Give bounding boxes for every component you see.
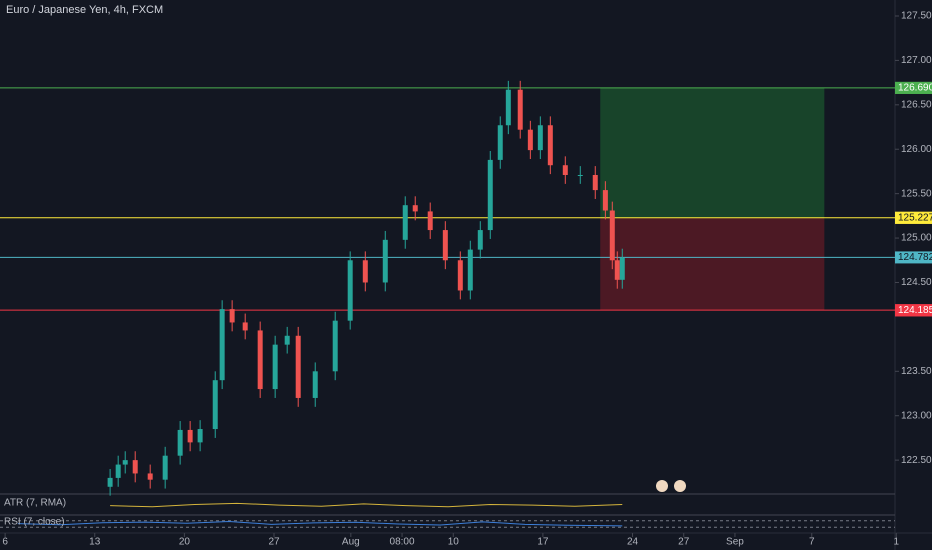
candle-body bbox=[609, 210, 615, 261]
candle-body bbox=[295, 335, 301, 398]
rsi-label: RSI (7, close) bbox=[4, 517, 65, 528]
candle-body bbox=[412, 205, 418, 212]
candle-body bbox=[362, 260, 368, 283]
x-tick-label: 24 bbox=[627, 537, 639, 548]
x-tick-label: 13 bbox=[89, 537, 101, 548]
x-tick-label: 7 bbox=[809, 537, 815, 548]
candle-body bbox=[497, 125, 503, 160]
target-zone bbox=[600, 87, 825, 218]
candle-body bbox=[229, 309, 235, 323]
y-tick-label: 127.000 bbox=[901, 55, 932, 66]
candle-body bbox=[332, 320, 338, 372]
price-label: 124.782 bbox=[898, 252, 932, 263]
candle-body bbox=[457, 260, 463, 291]
candle-body bbox=[527, 129, 533, 151]
candle-body bbox=[162, 455, 168, 480]
y-tick-label: 123.000 bbox=[901, 410, 932, 421]
x-tick-label: 08:00 bbox=[390, 537, 415, 548]
candle-body bbox=[122, 460, 128, 465]
price-label-box bbox=[895, 81, 932, 94]
candle-body bbox=[577, 174, 583, 176]
candle-body bbox=[242, 322, 248, 331]
candle-body bbox=[487, 159, 493, 231]
candle-body bbox=[402, 205, 408, 240]
candle-body bbox=[592, 174, 598, 191]
candle-body bbox=[477, 230, 483, 250]
candle-body bbox=[347, 260, 353, 321]
candle-body bbox=[562, 165, 568, 175]
icon bbox=[656, 480, 668, 492]
candle-body bbox=[219, 309, 225, 381]
candle-body bbox=[132, 460, 138, 474]
candle-body bbox=[442, 230, 448, 261]
stop-zone bbox=[600, 217, 825, 311]
candle-body bbox=[537, 125, 543, 151]
icon bbox=[674, 480, 686, 492]
price-label-box bbox=[895, 304, 932, 317]
x-tick-label: Aug bbox=[342, 537, 360, 548]
candle-body bbox=[212, 380, 218, 430]
candle-body bbox=[312, 371, 318, 398]
price-label: 124.185 bbox=[898, 305, 932, 316]
candle-body bbox=[197, 429, 203, 443]
candle-body bbox=[257, 330, 263, 390]
candle-body bbox=[284, 335, 290, 345]
rsi-line bbox=[17, 520, 623, 527]
candle-body bbox=[614, 260, 620, 280]
price-label-box bbox=[895, 251, 932, 264]
candle-body bbox=[602, 190, 608, 211]
y-tick-label: 123.500 bbox=[901, 366, 932, 377]
candle-body bbox=[272, 344, 278, 390]
price-label-box bbox=[895, 211, 932, 224]
x-tick-label: 10 bbox=[448, 537, 460, 548]
candle-body bbox=[505, 89, 511, 126]
y-tick-label: 126.000 bbox=[901, 144, 932, 155]
candle-body bbox=[547, 125, 553, 166]
y-tick-label: 126.500 bbox=[901, 99, 932, 110]
x-tick-label: Sep bbox=[726, 537, 744, 548]
candle-body bbox=[382, 239, 388, 283]
y-tick-label: 124.500 bbox=[901, 277, 932, 288]
candle-body bbox=[177, 429, 183, 456]
candle-body bbox=[467, 249, 473, 291]
atr-line bbox=[110, 502, 623, 508]
candle-body bbox=[517, 89, 523, 130]
x-tick-label: 6 bbox=[2, 537, 8, 548]
y-tick-label: 125.000 bbox=[901, 233, 932, 244]
x-tick-label: 20 bbox=[179, 537, 191, 548]
atr-label: ATR (7, RMA) bbox=[4, 498, 66, 509]
candle-body bbox=[619, 257, 625, 280]
x-tick-label: 17 bbox=[537, 537, 549, 548]
x-tick-label: 27 bbox=[678, 537, 690, 548]
y-tick-label: 125.500 bbox=[901, 188, 932, 199]
candle-body bbox=[107, 477, 113, 487]
candle-body bbox=[187, 429, 193, 443]
y-tick-label: 127.500 bbox=[901, 11, 932, 22]
y-tick-label: 122.500 bbox=[901, 455, 932, 466]
candle-body bbox=[427, 211, 433, 231]
price-label: 126.690 bbox=[898, 83, 932, 94]
candle-body bbox=[147, 473, 153, 480]
price-label: 125.227 bbox=[898, 213, 932, 224]
x-tick-label: 1 bbox=[893, 537, 899, 548]
candle-body bbox=[115, 464, 121, 478]
icons bbox=[656, 480, 686, 492]
plot: 122.500 123.000 123.500 124.500 125.000 125.5… bbox=[0, 11, 932, 548]
chart-title: Euro / Japanese Yen, 4h, FXCM bbox=[6, 4, 163, 16]
x-tick-label: 27 bbox=[268, 537, 280, 548]
